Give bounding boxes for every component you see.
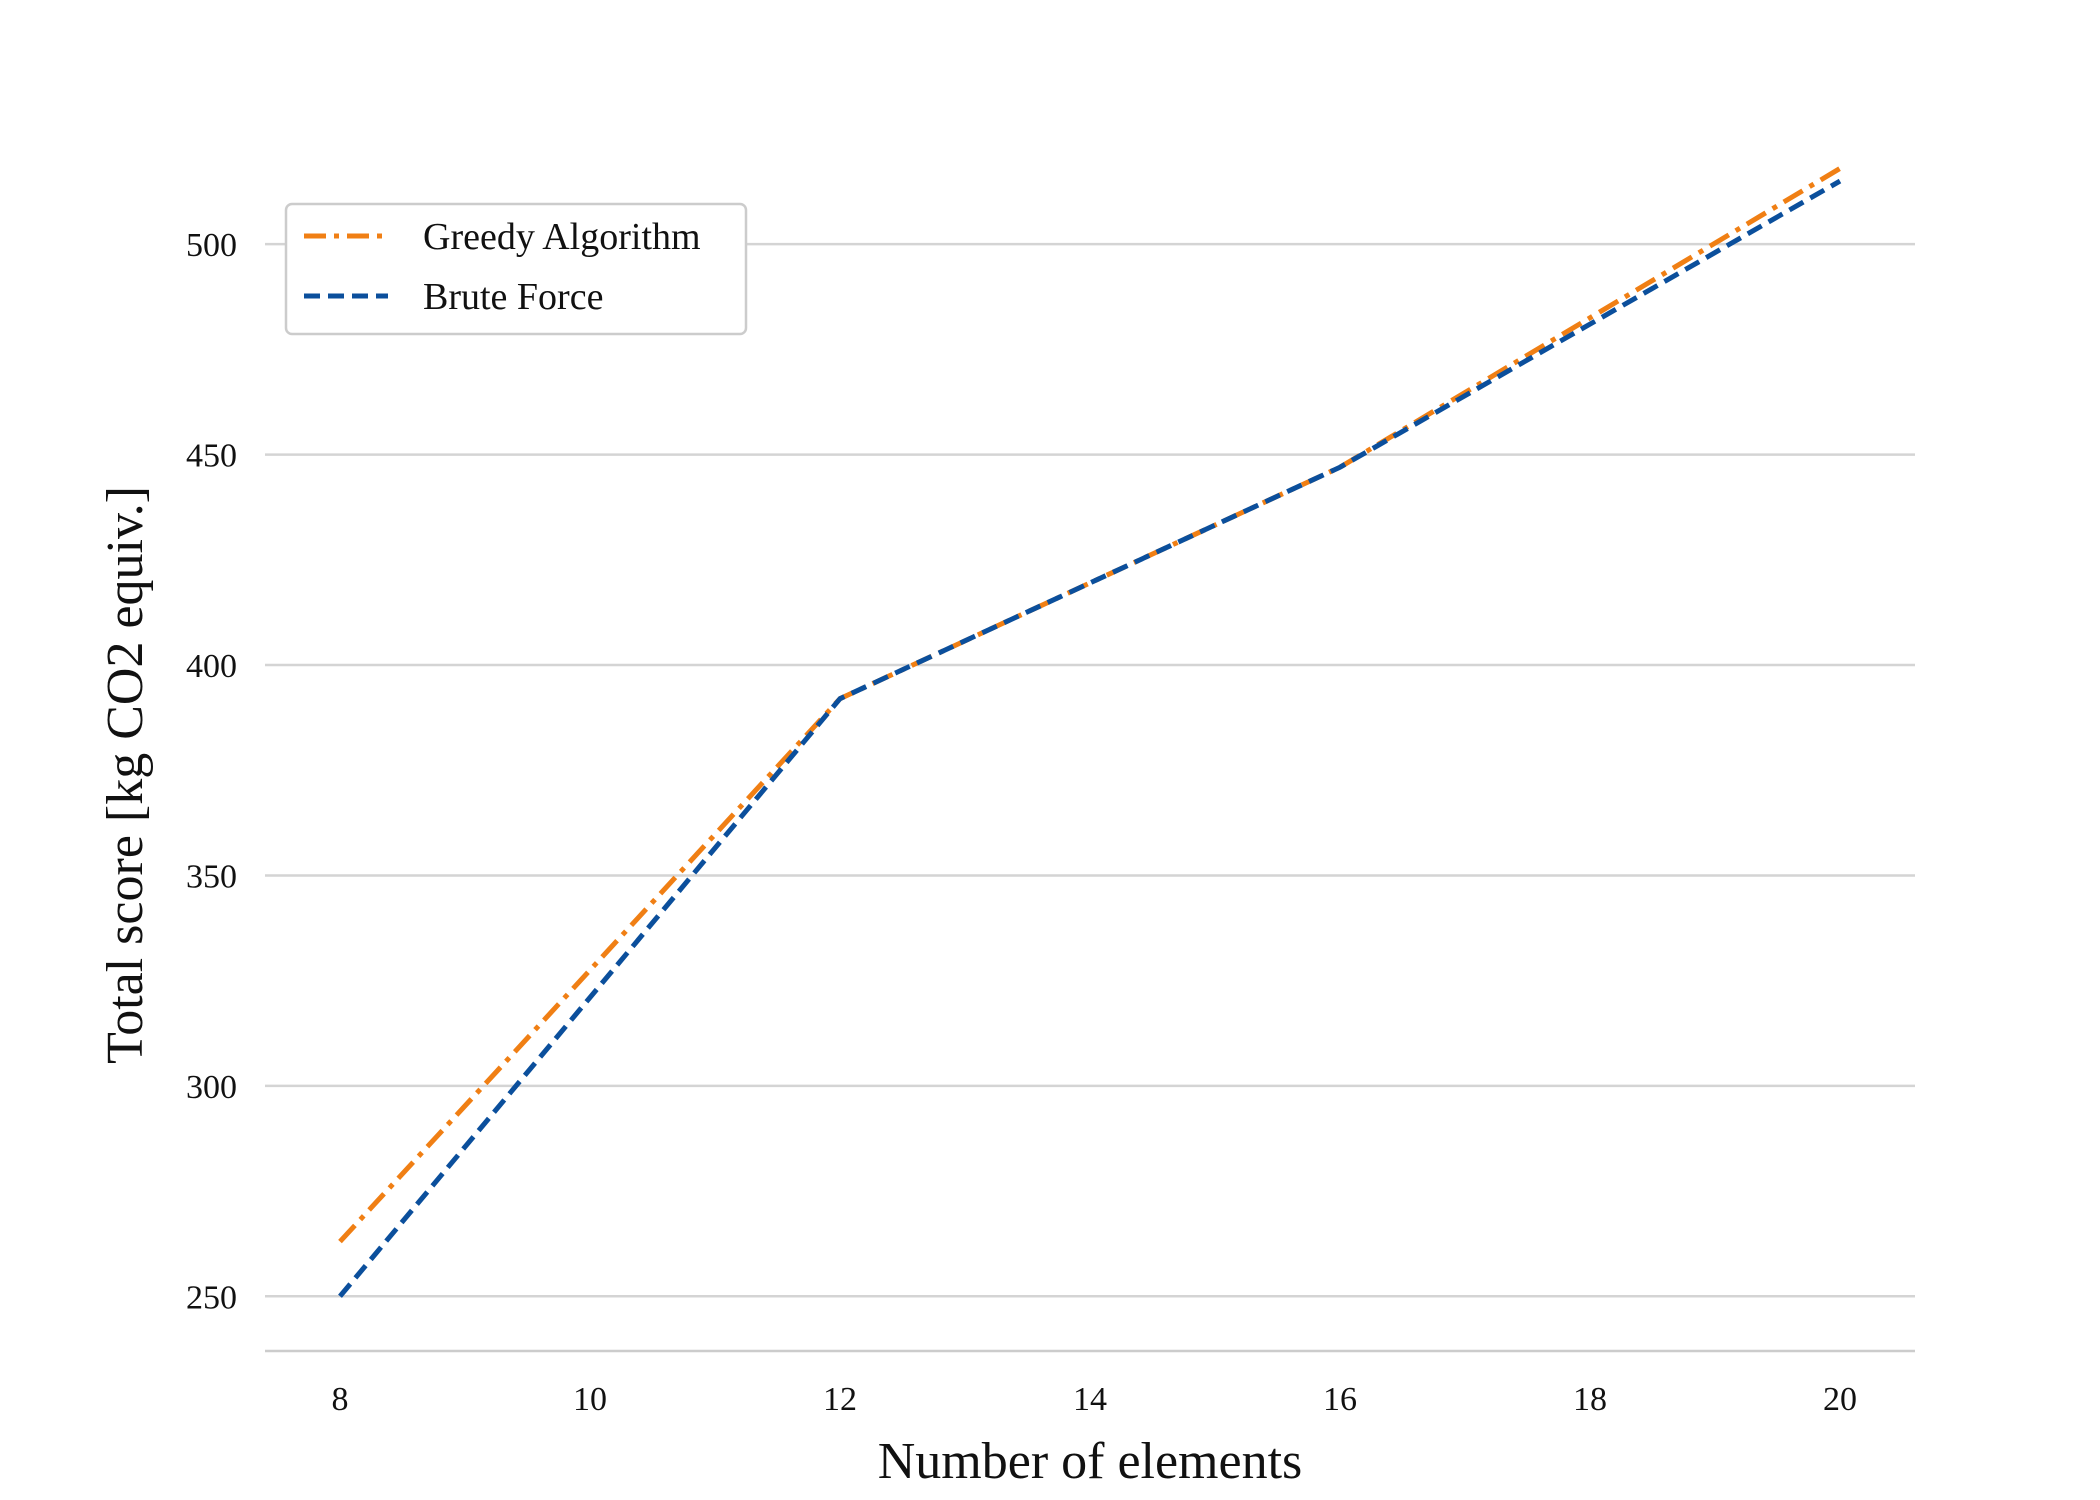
y-axis-label: Total score [kg CO2 equiv.] xyxy=(97,486,154,1064)
x-tick-label-12: 12 xyxy=(823,1381,857,1418)
y-tick-label-350: 350 xyxy=(186,858,237,895)
x-tick-label-16: 16 xyxy=(1323,1381,1357,1418)
x-tick-labels: 8 10 12 14 16 18 20 xyxy=(332,1381,1858,1418)
x-tick-label-18: 18 xyxy=(1573,1381,1607,1418)
series-line-brute-force xyxy=(338,178,1842,1298)
grid-lines xyxy=(265,242,1915,1298)
legend-label-greedy-algorithm: Greedy Algorithm xyxy=(423,216,701,258)
series-line-greedy-algorithm xyxy=(338,166,1842,1244)
y-tick-label-400: 400 xyxy=(186,648,237,685)
y-tick-label-450: 450 xyxy=(186,438,237,475)
x-tick-label-10: 10 xyxy=(573,1381,607,1418)
x-tick-label-8: 8 xyxy=(332,1381,349,1418)
legend-label-brute-force: Brute Force xyxy=(423,276,603,318)
y-tick-labels: 250 300 350 400 450 500 xyxy=(186,227,237,1316)
y-tick-label-250: 250 xyxy=(186,1279,237,1316)
legend-box xyxy=(284,202,748,336)
y-tick-label-300: 300 xyxy=(186,1069,237,1106)
legend: Greedy Algorithm Brute Force xyxy=(284,202,748,336)
y-tick-label-500: 500 xyxy=(186,227,237,264)
x-tick-label-20: 20 xyxy=(1823,1381,1857,1418)
x-axis-label: Number of elements xyxy=(878,1433,1303,1490)
series-layer xyxy=(338,166,1842,1298)
x-tick-label-14: 14 xyxy=(1073,1381,1107,1418)
